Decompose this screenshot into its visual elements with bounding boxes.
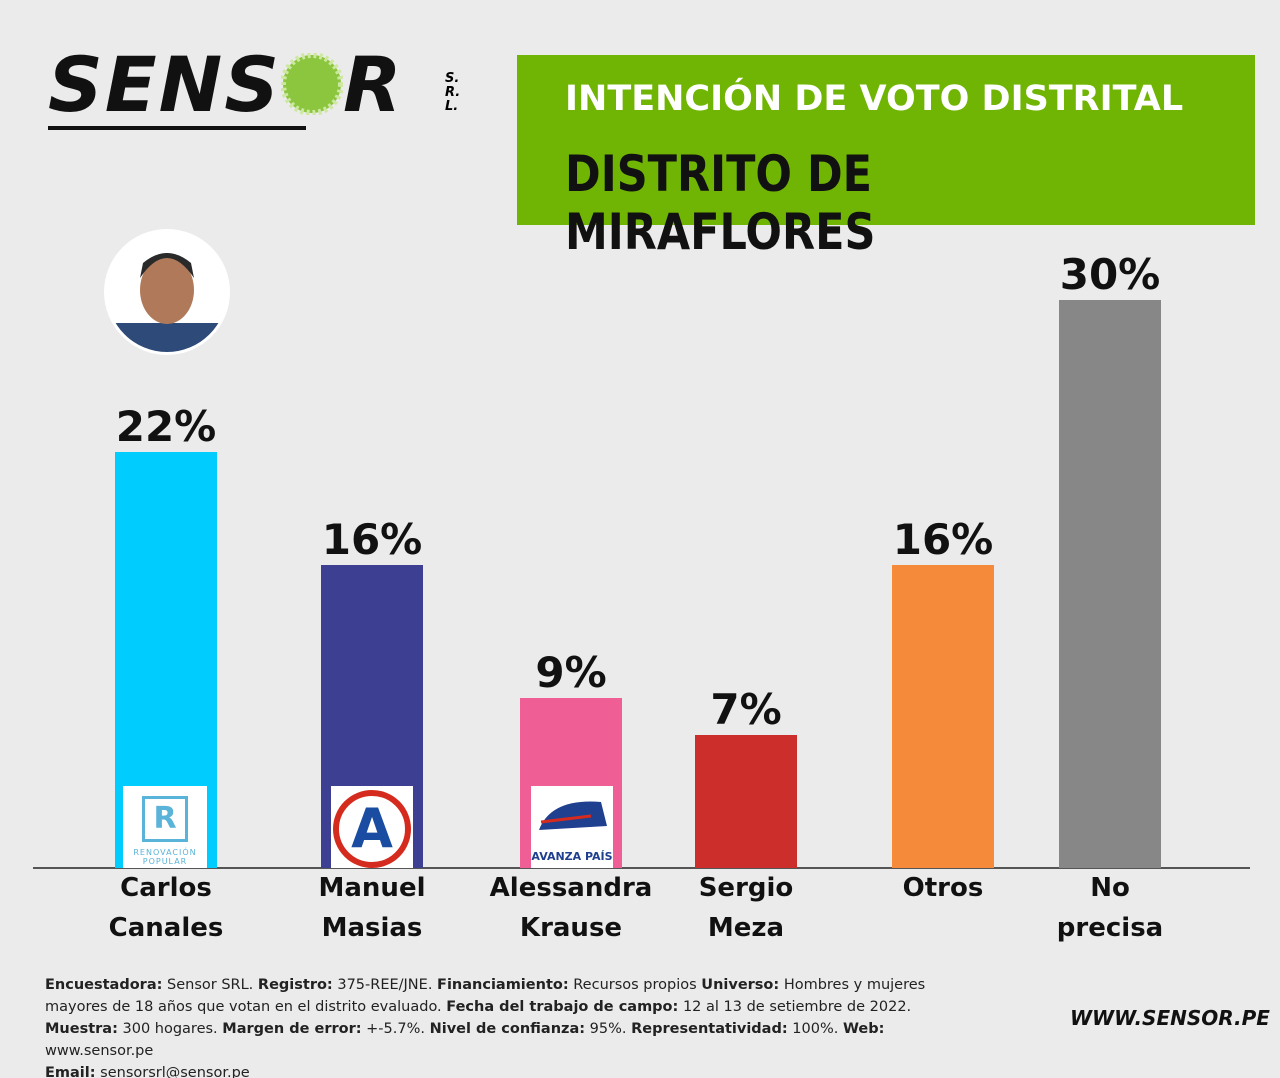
footer-item: Fecha del trabajo de campo: 12 al 13 de …	[446, 999, 911, 1015]
footer-label: Encuestadora:	[45, 977, 163, 993]
footer-item: Registro: 375-REE/JNE.	[258, 977, 433, 993]
value-label: 9%	[535, 647, 607, 697]
footer-item: Email: sensorsrl@sensor.pe	[45, 1062, 985, 1078]
footer-item: Universo: Hombres y mujeres mayores de 1…	[45, 977, 925, 1015]
footer-item: Margen de error: +-5.7%.	[222, 1021, 425, 1037]
brand-right: R	[343, 40, 404, 129]
footer-text: 12 al 13 de setiembre de 2022.	[682, 999, 912, 1015]
footer: Encuestadora: Sensor SRL. Registro: 375-…	[45, 974, 985, 1078]
logo-letter: A	[333, 790, 411, 868]
bar	[695, 735, 797, 868]
footer-label: Registro:	[257, 977, 333, 993]
footer-label: Fecha del trabajo de campo:	[446, 999, 679, 1015]
logo-text: AVANZA PAÍS	[531, 850, 613, 863]
logo-train	[539, 801, 607, 830]
logo-text: RENOVACIÓN POPULAR	[133, 848, 197, 866]
header-box: INTENCIÓN DE VOTO DISTRITAL DISTRITO DE …	[517, 55, 1255, 261]
bar	[892, 565, 994, 868]
footer-label: Representatividad:	[631, 1021, 788, 1037]
website: WWW.SENSOR.PE	[1070, 1006, 1270, 1030]
footer-item: Web: www.sensor.pe	[45, 1021, 884, 1059]
chart-title: INTENCIÓN DE VOTO DISTRITAL	[565, 79, 1184, 119]
footer-label: Muestra:	[45, 1021, 118, 1037]
footer-label: Universo:	[701, 977, 780, 993]
brand-suffix: S.R.L.	[445, 71, 461, 114]
brand-left: SENS	[48, 40, 281, 129]
footer-label: Financiamiento:	[437, 977, 569, 993]
footer-label: Email:	[45, 1065, 96, 1078]
footer-item: Muestra: 300 hogares.	[45, 1021, 218, 1037]
logo-avanza: AVANZA PAÍS	[531, 786, 613, 868]
footer-item: Representatividad: 100%.	[631, 1021, 838, 1037]
footer-label: Nivel de confianza:	[429, 1021, 586, 1037]
category-label: Otros	[902, 873, 984, 903]
footer-item: Encuestadora: Sensor SRL.	[45, 977, 253, 993]
bar	[1059, 300, 1161, 868]
footer-text: Sensor SRL.	[167, 977, 254, 993]
value-label: 22%	[115, 401, 217, 451]
value-label: 16%	[892, 515, 994, 565]
footer-text: Hombres y mujeres mayores de 18 años que…	[45, 977, 926, 1015]
footer-text: sensorsrl@sensor.pe	[100, 1065, 250, 1078]
brand: SENS R	[48, 40, 404, 129]
category-label: Alessandra Krause	[489, 873, 653, 943]
footer-text: 300 hogares.	[122, 1021, 218, 1037]
category-label: Carlos Canales	[108, 873, 224, 943]
footer-text: 95%.	[589, 1021, 627, 1037]
category-label: Manuel Masias	[318, 873, 426, 943]
footer-text: Recursos propios	[573, 977, 697, 993]
category-label: Sergio Meza	[698, 873, 794, 943]
footer-item: Financiamiento: Recursos propios	[437, 977, 697, 993]
brand-orb	[280, 52, 344, 116]
footer-item: Nivel de confianza: 95%.	[430, 1021, 627, 1037]
baseline	[33, 867, 1250, 869]
footer-text: www.sensor.pe	[45, 1043, 154, 1059]
candidate-photo	[104, 229, 230, 355]
footer-text: 375-REE/JNE.	[337, 977, 433, 993]
footer-label: Margen de error:	[222, 1021, 362, 1037]
footer-text: 100%.	[792, 1021, 839, 1037]
value-label: 16%	[321, 515, 423, 565]
value-label: 30%	[1059, 250, 1161, 300]
logo-masias: A	[331, 786, 413, 868]
value-label: 7%	[710, 685, 782, 735]
logo-letter: R	[142, 796, 188, 842]
logo-renovacion: R RENOVACIÓN POPULAR	[123, 786, 207, 868]
brand-underline	[48, 126, 306, 130]
footer-label: Web:	[842, 1021, 885, 1037]
category-label: No precisa	[1056, 873, 1164, 943]
chart-subtitle: DISTRITO DE MIRAFLORES	[565, 145, 876, 261]
footer-text: +-5.7%.	[366, 1021, 425, 1037]
